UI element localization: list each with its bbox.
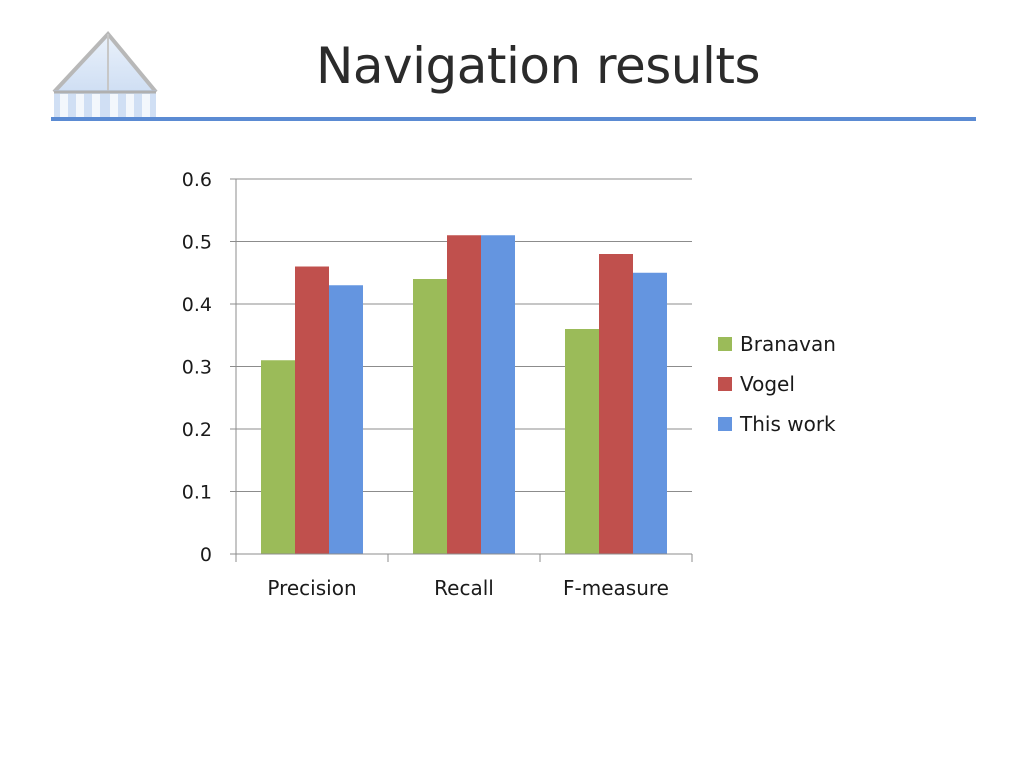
legend-swatch [718, 337, 732, 351]
bar-branavan-f-measure [565, 329, 599, 554]
legend-label: Vogel [740, 372, 795, 396]
bar-vogel-precision [295, 266, 329, 554]
bar-this-work-recall [481, 235, 515, 554]
bar-branavan-recall [413, 279, 447, 554]
bar-branavan-precision [261, 360, 295, 554]
y-tick-label: 0.5 [182, 232, 212, 254]
legend: Branavan Vogel This work [718, 332, 836, 436]
title-divider [51, 117, 976, 121]
y-tick-label: 0.3 [182, 357, 212, 379]
y-tick-label: 0.6 [182, 169, 212, 191]
x-tick-label: F-measure [563, 576, 669, 600]
bars [261, 235, 667, 554]
axes: 0 0.1 0.2 0.3 0.4 0.5 0.6 Precision Recall F-meas… [182, 169, 693, 600]
bar-this-work-f-measure [633, 272, 667, 554]
legend-label: This work [739, 412, 836, 436]
x-tick-label: Precision [267, 576, 356, 600]
bar-vogel-f-measure [599, 254, 633, 554]
building-logo-icon [52, 30, 158, 120]
y-tick-label: 0.2 [182, 419, 212, 441]
y-tick-label: 0.4 [182, 294, 212, 316]
y-tick-label: 0 [200, 544, 212, 566]
bar-vogel-recall [447, 235, 481, 554]
legend-label: Branavan [740, 332, 836, 356]
y-tick-label: 0.1 [182, 482, 212, 504]
slide-title: Navigation results [315, 37, 761, 95]
x-tick-label: Recall [434, 576, 494, 600]
legend-swatch [718, 377, 732, 391]
bar-this-work-precision [329, 285, 363, 554]
legend-swatch [718, 417, 732, 431]
